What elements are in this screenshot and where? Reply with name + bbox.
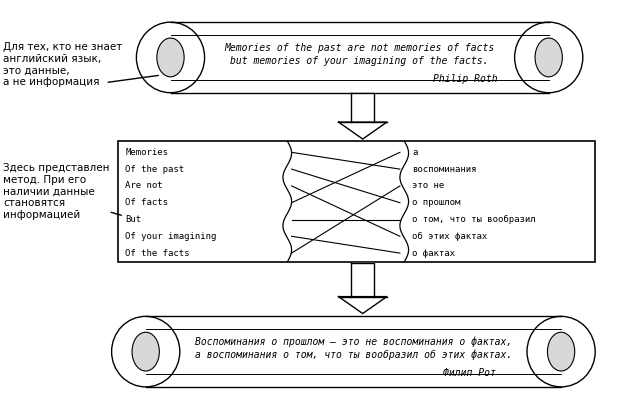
Text: Philip Roth: Philip Roth [433, 74, 498, 83]
Text: Memories: Memories [125, 148, 168, 157]
Ellipse shape [535, 38, 562, 77]
Text: это не: это не [412, 181, 445, 190]
Text: Of facts: Of facts [125, 198, 168, 207]
Bar [118, 141, 595, 262]
Polygon shape [351, 263, 374, 297]
Text: Здесь представлен
метод. При его
наличии данные
становятся
информацией: Здесь представлен метод. При его наличии… [3, 163, 110, 220]
Text: Для тех, кто не знает
английский язык,
это данные,
а не информация: Для тех, кто не знает английский язык, э… [3, 42, 122, 87]
Text: Memories of the past are not memories of facts: Memories of the past are not memories of… [224, 43, 495, 52]
Polygon shape [351, 93, 374, 122]
Text: Воспоминания о прошлом — это не воспоминания о фактах,: Воспоминания о прошлом — это не воспомин… [195, 337, 512, 347]
Text: Are not: Are not [125, 181, 163, 190]
Text: а: а [412, 148, 418, 157]
Text: Of your imagining: Of your imagining [125, 232, 216, 241]
Ellipse shape [515, 22, 583, 93]
Text: but memories of your imagining of the facts.: but memories of your imagining of the fa… [231, 56, 489, 66]
Ellipse shape [527, 316, 595, 387]
Text: воспоминания: воспоминания [412, 165, 477, 174]
Text: о том, что ты вообразил: о том, что ты вообразил [412, 215, 536, 224]
Bar [170, 22, 549, 93]
Polygon shape [339, 122, 387, 139]
Text: об этих фактах: об этих фактах [412, 232, 487, 241]
Ellipse shape [157, 38, 184, 77]
Text: Филип Рот: Филип Рот [443, 368, 496, 378]
Text: Of the past: Of the past [125, 165, 184, 174]
Bar [146, 316, 561, 387]
Ellipse shape [136, 22, 205, 93]
Ellipse shape [547, 332, 575, 371]
Polygon shape [339, 297, 387, 314]
Ellipse shape [132, 332, 159, 371]
Text: But: But [125, 215, 141, 224]
Ellipse shape [112, 316, 180, 387]
Text: о прошлом: о прошлом [412, 198, 461, 207]
Text: Of the facts: Of the facts [125, 249, 190, 258]
Text: а воспоминания о том, что ты вообразил об этих фактах.: а воспоминания о том, что ты вообразил о… [195, 350, 512, 360]
Text: о фактах: о фактах [412, 249, 455, 258]
